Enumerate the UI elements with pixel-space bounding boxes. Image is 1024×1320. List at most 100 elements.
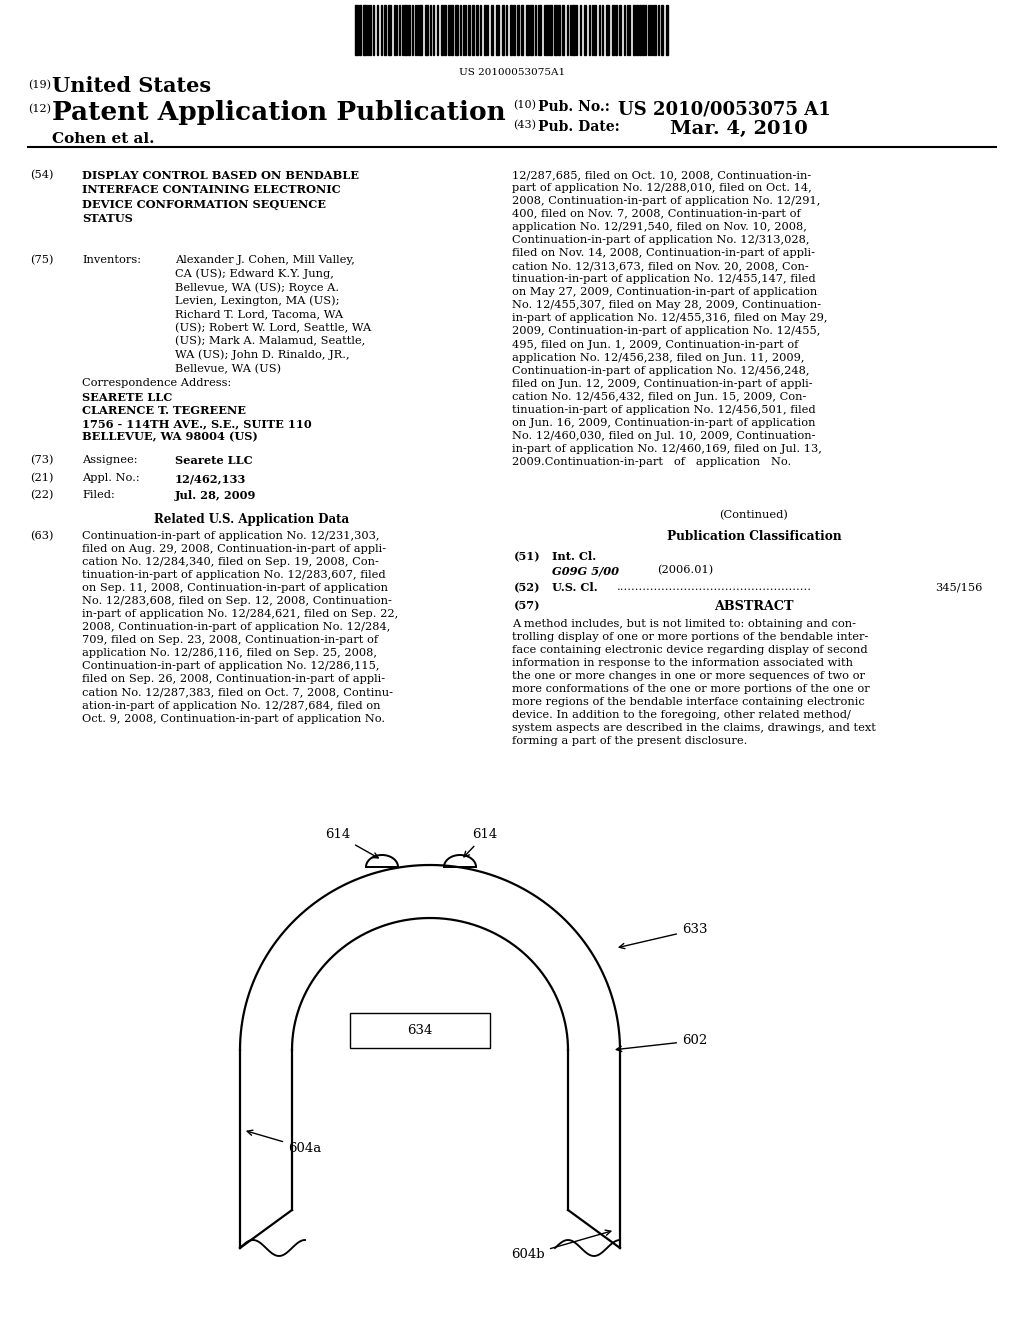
Text: Assignee:: Assignee: [82,455,137,465]
Text: DISPLAY CONTROL BASED ON BENDABLE
INTERFACE CONTAINING ELECTRONIC
DEVICE CONFORM: DISPLAY CONTROL BASED ON BENDABLE INTERF… [82,170,359,224]
Text: United States: United States [52,77,211,96]
Text: (Continued): (Continued) [720,510,788,520]
Bar [444,5,446,55]
Bar [510,5,512,55]
Bar [359,5,361,55]
Bar [468,5,470,55]
Bar [496,5,499,55]
Text: 604b: 604b [511,1230,611,1262]
Bar [476,5,478,55]
Bar [350,1012,490,1048]
Bar [384,5,386,55]
Text: (10): (10) [513,100,536,111]
Bar [546,5,548,55]
Text: Related U.S. Application Data: Related U.S. Application Data [155,513,349,525]
Text: A method includes, but is not limited to: obtaining and con-
trolling display of: A method includes, but is not limited to… [512,619,876,746]
Text: 1756 - 114TH AVE., S.E., SUITE 110: 1756 - 114TH AVE., S.E., SUITE 110 [82,418,311,429]
Text: CLARENCE T. TEGREENE: CLARENCE T. TEGREENE [82,405,246,416]
Bar [639,5,641,55]
Bar [455,5,458,55]
Text: (19): (19) [28,81,51,90]
Text: Publication Classification: Publication Classification [667,531,842,543]
Text: 614: 614 [325,829,378,858]
Text: Int. Cl.: Int. Cl. [552,550,596,562]
Text: (2006.01): (2006.01) [657,565,714,576]
Text: 602: 602 [616,1035,708,1052]
Bar [633,5,635,55]
Bar [636,5,638,55]
Bar [369,5,371,55]
Text: Correspondence Address:: Correspondence Address: [82,378,231,388]
Text: Continuation-in-part of application No. 12/231,303,
filed on Aug. 29, 2008, Cont: Continuation-in-part of application No. … [82,531,398,723]
Bar [425,5,428,55]
Bar [502,5,504,55]
Text: 614: 614 [464,829,498,857]
Text: 12/287,685, filed on Oct. 10, 2008, Continuation-in-
part of application No. 12/: 12/287,685, filed on Oct. 10, 2008, Cont… [512,170,827,467]
Bar [642,5,644,55]
Text: Filed:: Filed: [82,490,115,500]
Bar [451,5,453,55]
Text: Patent Application Publication: Patent Application Publication [52,100,506,125]
Bar [584,5,586,55]
Text: (63): (63) [30,531,53,541]
Bar [572,5,575,55]
Text: Appl. No.:: Appl. No.: [82,473,139,483]
Text: Mar. 4, 2010: Mar. 4, 2010 [670,120,808,139]
Bar [419,5,422,55]
Bar [362,5,366,55]
Text: U.S. Cl.: U.S. Cl. [552,582,598,593]
Text: Inventors:: Inventors: [82,255,141,265]
Bar [408,5,410,55]
Bar [484,5,486,55]
Bar [618,5,621,55]
Bar [517,5,519,55]
Text: (22): (22) [30,490,53,500]
Text: 634: 634 [408,1024,433,1036]
Bar [513,5,515,55]
Bar [355,5,358,55]
Bar [530,5,534,55]
Text: US 20100053075A1: US 20100053075A1 [460,69,565,77]
Text: ....................................................: ........................................… [617,582,812,591]
Text: 633: 633 [620,923,708,949]
Bar [441,5,443,55]
Text: Pub. No.:: Pub. No.: [538,100,610,114]
Text: (75): (75) [30,255,53,265]
Bar [562,5,564,55]
Bar [490,5,493,55]
Text: 12/462,133: 12/462,133 [175,473,247,484]
Text: BELLEVUE, WA 98004 (US): BELLEVUE, WA 98004 (US) [82,432,258,442]
Bar [558,5,560,55]
Bar [654,5,656,55]
Text: SEARETE LLC: SEARETE LLC [82,392,172,403]
Text: Alexander J. Cohen, Mill Valley,
CA (US); Edward K.Y. Jung,
Bellevue, WA (US); R: Alexander J. Cohen, Mill Valley, CA (US)… [175,255,372,374]
Bar [549,5,552,55]
Text: (57): (57) [514,601,541,611]
Text: (52): (52) [514,582,541,593]
Bar [404,5,407,55]
Bar [594,5,596,55]
Bar [662,5,663,55]
Bar [666,5,668,55]
Text: Searete LLC: Searete LLC [175,455,253,466]
Bar [538,5,541,55]
Text: (54): (54) [30,170,53,181]
Text: (73): (73) [30,455,53,466]
Text: ABSTRACT: ABSTRACT [715,601,794,612]
Bar [526,5,529,55]
Text: G09G 5/00: G09G 5/00 [552,565,618,576]
Text: (51): (51) [514,550,541,562]
Text: Cohen et al.: Cohen et al. [52,132,155,147]
Text: 604a: 604a [247,1130,322,1155]
Text: (21): (21) [30,473,53,483]
Text: (12): (12) [28,104,51,115]
Bar [606,5,609,55]
Bar [472,5,474,55]
Text: (43): (43) [513,120,536,131]
Bar [521,5,523,55]
Bar [615,5,617,55]
Bar [388,5,391,55]
Bar [449,5,450,55]
Bar [554,5,557,55]
Text: Pub. Date:: Pub. Date: [538,120,620,135]
